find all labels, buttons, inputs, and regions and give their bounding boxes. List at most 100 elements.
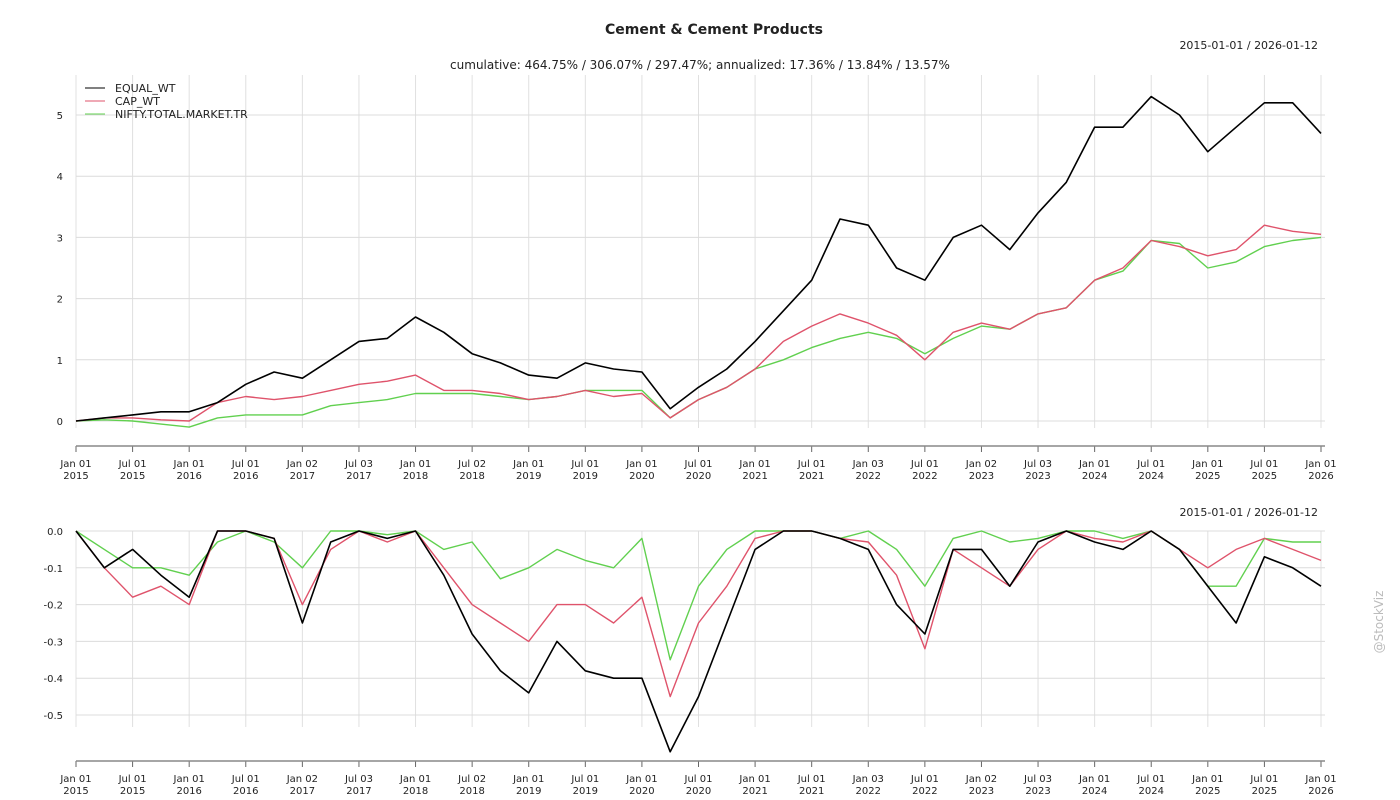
x-tick-label: 2025	[1252, 786, 1277, 797]
x-tick-label: Jan 01	[1078, 774, 1110, 785]
x-tick-label: 2021	[799, 786, 824, 797]
x-tick-label: 2024	[1082, 786, 1107, 797]
drawdown-line-equal-wt	[75, 530, 1322, 753]
y-tick-label: -0.5	[43, 711, 63, 722]
x-tick-label: Jul 01	[570, 774, 599, 785]
x-tick-label: Jul 03	[344, 459, 373, 470]
x-tick-label: 2022	[912, 471, 937, 482]
legend-label: NIFTY.TOTAL.MARKET.TR	[115, 108, 248, 121]
drawdown-line-nifty-total-market-tr	[75, 530, 1321, 661]
x-tick-label: Jul 01	[1136, 459, 1165, 470]
x-tick-label: 2020	[629, 786, 654, 797]
x-tick-label: 2021	[742, 786, 767, 797]
x-tick-label: 2025	[1195, 786, 1220, 797]
x-tick-label: Jul 01	[684, 774, 713, 785]
x-tick-label: Jan 01	[738, 459, 770, 470]
legend-label: EQUAL_WT	[115, 82, 176, 95]
x-tick-label: 2020	[629, 471, 654, 482]
x-tick-label: Jul 01	[231, 774, 260, 785]
x-tick-label: Jan 01	[1078, 459, 1110, 470]
x-tick-label: 2022	[912, 786, 937, 797]
watermark: @StockViz	[1372, 591, 1386, 654]
x-tick-label: 2026	[1308, 786, 1333, 797]
x-tick-label: Jan 02	[965, 459, 997, 470]
x-tick-label: 2015	[63, 471, 88, 482]
y-tick-label: -0.3	[43, 637, 63, 648]
x-tick-label: Jan 01	[1191, 459, 1223, 470]
x-tick-label: 2019	[573, 786, 598, 797]
y-tick-label: 0	[57, 417, 63, 428]
x-tick-label: 2018	[403, 471, 428, 482]
x-tick-label: 2020	[686, 471, 711, 482]
series-line-cap-wt	[75, 224, 1322, 422]
x-tick-label: 2019	[516, 786, 541, 797]
x-tick-label: Jan 03	[852, 774, 884, 785]
y-tick-label: 0.0	[47, 527, 63, 538]
x-tick-label: Jan 01	[399, 459, 431, 470]
bottom-date-range: 2015-01-01 / 2026-01-12	[1179, 506, 1318, 519]
x-tick-label: Jan 01	[738, 774, 770, 785]
x-tick-label: Jul 01	[910, 459, 939, 470]
x-tick-label: Jan 01	[512, 774, 544, 785]
x-tick-label: Jan 01	[1191, 774, 1223, 785]
x-tick-label: Jul 01	[910, 774, 939, 785]
x-tick-label: Jul 01	[1136, 774, 1165, 785]
chart-title: Cement & Cement Products	[605, 22, 823, 38]
x-tick-label: Jan 01	[59, 774, 91, 785]
x-tick-label: Jul 03	[344, 774, 373, 785]
x-tick-label: Jul 01	[118, 774, 147, 785]
x-tick-label: 2022	[856, 786, 881, 797]
x-tick-label: 2023	[969, 471, 994, 482]
x-tick-label: 2022	[856, 471, 881, 482]
x-tick-label: 2017	[346, 786, 371, 797]
x-tick-label: Jul 03	[1023, 459, 1052, 470]
x-tick-label: 2023	[1025, 786, 1050, 797]
x-tick-label: 2019	[516, 471, 541, 482]
x-tick-label: Jan 03	[852, 459, 884, 470]
x-tick-label: 2016	[176, 471, 201, 482]
x-tick-label: 2026	[1308, 471, 1333, 482]
x-tick-label: 2016	[233, 471, 258, 482]
chart-subtitle: cumulative: 464.75% / 306.07% / 297.47%;…	[450, 58, 950, 72]
x-tick-label: Jul 01	[118, 459, 147, 470]
x-tick-label: 2017	[346, 471, 371, 482]
x-tick-label: Jan 02	[286, 774, 318, 785]
x-tick-label: 2015	[120, 471, 145, 482]
x-tick-label: Jul 01	[1249, 459, 1278, 470]
x-tick-label: Jan 01	[399, 774, 431, 785]
x-tick-label: 2016	[176, 786, 201, 797]
series-line-equal-wt	[75, 95, 1322, 422]
drawdown-line-cap-wt	[75, 530, 1322, 698]
x-tick-label: Jul 01	[1249, 774, 1278, 785]
x-tick-label: Jan 01	[625, 459, 657, 470]
x-tick-label: 2025	[1252, 471, 1277, 482]
legend-label: CAP_WT	[115, 95, 160, 108]
x-tick-label: 2015	[63, 786, 88, 797]
x-tick-label: Jan 01	[625, 774, 657, 785]
x-tick-label: Jan 01	[512, 459, 544, 470]
x-tick-label: 2024	[1082, 471, 1107, 482]
x-tick-label: Jan 02	[965, 774, 997, 785]
x-tick-label: 2015	[120, 786, 145, 797]
x-tick-label: Jul 01	[797, 774, 826, 785]
x-tick-label: Jan 01	[173, 459, 205, 470]
x-tick-label: Jan 01	[59, 459, 91, 470]
x-tick-label: 2018	[403, 786, 428, 797]
x-tick-label: 2018	[459, 786, 484, 797]
x-tick-label: 2017	[290, 471, 315, 482]
x-tick-label: Jan 02	[286, 459, 318, 470]
y-tick-label: 1	[57, 356, 63, 367]
x-tick-label: Jul 01	[797, 459, 826, 470]
x-tick-label: 2023	[1025, 471, 1050, 482]
y-tick-label: 5	[57, 111, 63, 122]
x-tick-label: Jul 02	[457, 459, 486, 470]
x-tick-label: Jul 01	[231, 459, 260, 470]
x-tick-label: 2024	[1139, 471, 1164, 482]
y-tick-label: 3	[57, 233, 63, 244]
y-tick-label: -0.2	[43, 601, 63, 612]
x-tick-label: Jan 01	[173, 774, 205, 785]
y-tick-label: 2	[57, 295, 63, 306]
x-tick-label: 2021	[799, 471, 824, 482]
